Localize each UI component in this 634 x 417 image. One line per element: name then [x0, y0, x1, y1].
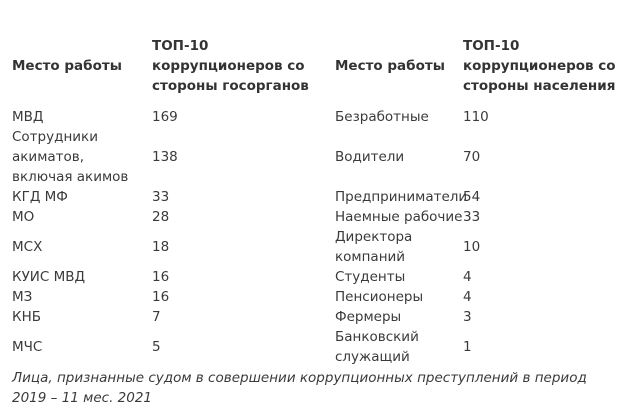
cell-left-place: КНБ [12, 309, 41, 325]
cell-left-value: 138 [152, 149, 178, 165]
cell-left-place: Сотрудники акиматов, включая акимов [12, 129, 129, 185]
table-row: КУИС МВД 16 Студенты 4 [8, 267, 626, 287]
cell-left-place: МО [12, 209, 35, 225]
table-row: МО 28 Наемные рабочие 33 [8, 207, 626, 227]
cell-right-value: 33 [463, 209, 481, 225]
corruption-table: Место работы ТОП-10 коррупционеров со ст… [8, 27, 626, 367]
cell-right-value: 10 [463, 239, 481, 255]
cell-left-place: КУИС МВД [12, 269, 86, 285]
header-right-top: ТОП-10 коррупционеров со стороны населен… [463, 38, 616, 94]
cell-left-value: 5 [152, 339, 161, 355]
cell-right-place: Студенты [335, 269, 406, 285]
cell-right-place: Предприниматели [335, 189, 468, 205]
cell-right-place: Безработные [335, 109, 429, 125]
cell-left-place: КГД МФ [12, 189, 68, 205]
table-row: Сотрудники акиматов, включая акимов 138 … [8, 127, 626, 187]
cell-right-place: Пенсионеры [335, 289, 424, 305]
table-row: КГД МФ 33 Предприниматели 54 [8, 187, 626, 207]
cell-right-place: Банковский служащий [335, 329, 419, 365]
cell-right-place: Фермеры [335, 309, 402, 325]
cell-left-place: МВД [12, 109, 44, 125]
cell-left-value: 16 [152, 289, 170, 305]
cell-right-place: Директора компаний [335, 229, 413, 265]
table-row: МВД 169 Безработные 110 [8, 107, 626, 127]
cell-left-value: 33 [152, 189, 170, 205]
cell-left-place: МСХ [12, 239, 43, 255]
cell-left-value: 28 [152, 209, 170, 225]
table-row: МЧС 5 Банковский служащий 1 [8, 327, 626, 367]
cell-right-value: 70 [463, 149, 481, 165]
cell-right-place: Наемные рабочие [335, 209, 463, 225]
cell-right-value: 4 [463, 289, 472, 305]
cell-left-value: 169 [152, 109, 178, 125]
cell-right-value: 1 [463, 339, 472, 355]
cell-right-value: 4 [463, 269, 472, 285]
table-row: МЗ 16 Пенсионеры 4 [8, 287, 626, 307]
table-row: МСХ 18 Директора компаний 10 [8, 227, 626, 267]
cell-right-value: 3 [463, 309, 472, 325]
table-header-row: Место работы ТОП-10 коррупционеров со ст… [8, 27, 626, 107]
table-row: КНБ 7 Фермеры 3 [8, 307, 626, 327]
header-left-top: ТОП-10 коррупционеров со стороны госорга… [152, 38, 309, 94]
cell-left-place: МЗ [12, 289, 33, 305]
cell-left-value: 18 [152, 239, 170, 255]
cell-right-place: Водители [335, 149, 405, 165]
cell-left-place: МЧС [12, 339, 43, 355]
cell-right-value: 54 [463, 189, 481, 205]
cell-left-value: 16 [152, 269, 170, 285]
header-right-place: Место работы [335, 58, 445, 74]
cell-right-value: 110 [463, 109, 489, 125]
header-left-place: Место работы [12, 58, 122, 74]
table-caption: Лица, признанные судом в совершении корр… [12, 370, 587, 406]
cell-left-value: 7 [152, 309, 161, 325]
